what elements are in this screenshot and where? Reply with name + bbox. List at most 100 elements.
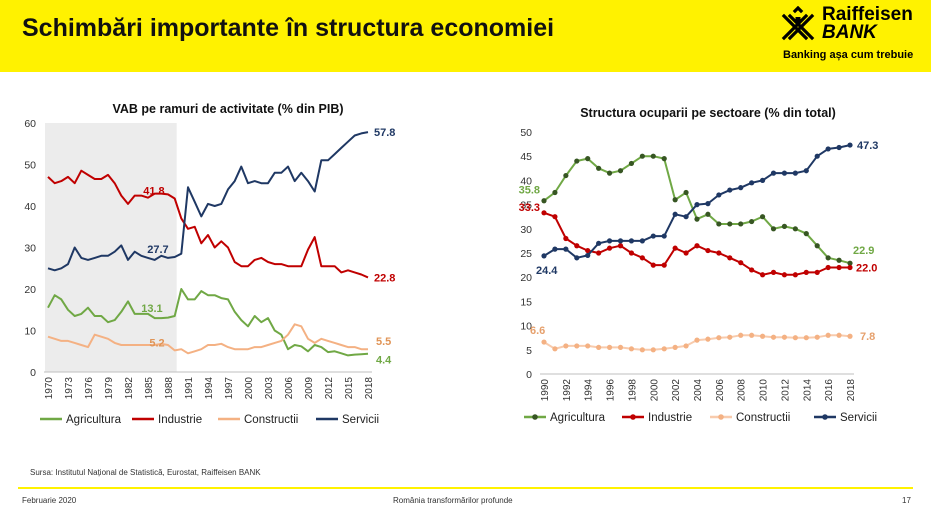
header-bar: Schimbări importante în structura econom… [0,0,931,72]
vab-x-tick-label: 1973 [64,377,75,400]
ocupare-constructii-point [639,347,645,353]
ocupare-constructii-point [738,332,744,338]
footer-date: Februarie 2020 [22,496,77,505]
svg-text:Agricultura: Agricultura [66,414,122,426]
raiffeisen-gable-cross-icon [780,6,816,42]
ocupare-y-tick-label: 10 [520,321,532,333]
ocupare-constructii-point [596,344,602,350]
page-title: Schimbări importante în structura econom… [22,14,555,42]
ocupare-agricultura-point [792,226,798,232]
ocupare-data-label: 24.4 [536,265,558,277]
ocupare-industrie-point [716,250,722,256]
ocupare-constructii-point [606,344,613,350]
ocupare-agricultura-point [770,226,777,232]
ocupare-x-tick-label: 2016 [824,379,835,402]
ocupare-servicii-point [672,211,678,217]
vab-series-constructii-line [47,323,368,355]
ocupare-servicii-point [847,142,853,148]
ocupare-agricultura-point [661,156,667,162]
ocupare-servicii-point [825,146,831,152]
vab-legend-servicii: Servicii [316,414,379,426]
ocupare-constructii-point [727,334,733,340]
ocupare-constructii-point [650,347,656,353]
ocupare-agricultura-point [694,216,700,222]
ocupare-industrie-point [661,262,667,268]
vab-x-tick-label: 1976 [84,377,95,400]
ocupare-data-label: 47.3 [857,140,878,152]
ocupare-legend-industrie: Industrie [622,412,692,424]
ocupare-agricultura-point [683,189,689,196]
vab-x-tick-label: 1994 [204,377,215,400]
ocupare-industrie-point [694,243,700,249]
ocupare-y-tick-label: 30 [520,224,532,236]
ocupare-servicii-point [759,177,766,183]
ocupare-agricultura-point [606,170,613,176]
ocupare-agricultura-point [628,160,635,167]
ocupare-servicii-point [738,185,744,191]
ocupare-servicii-point [836,144,842,151]
ocupare-industrie-point [727,255,733,261]
ocupare-x-tick-label: 2010 [759,379,770,402]
ocupare-servicii-point [770,170,777,176]
ocupare-y-tick-label: 35 [520,200,532,212]
ocupare-servicii-point [694,202,700,208]
ocupare-constructii-point [574,343,580,349]
ocupare-constructii-point [716,335,722,341]
ocupare-legend-servicii: Servicii [814,412,877,424]
vab-y-tick-label: 20 [24,284,36,296]
ocupare-industrie-point [738,260,744,266]
ocupare-data-label: 33.3 [519,202,540,214]
ocupare-x-tick-label: 2004 [693,379,704,402]
svg-text:Constructii: Constructii [244,414,298,426]
ocupare-data-label: 6.6 [530,325,545,337]
vab-data-label: 41.8 [143,186,164,198]
ocupare-x-tick-label: 1996 [606,379,617,402]
vab-legend-constructii: Constructii [218,414,298,426]
ocupare-agricultura-point [596,165,602,171]
ocupare-constructii-point [683,343,689,349]
ocupare-industrie-point [749,267,755,273]
ocupare-data-label: 22.0 [856,263,877,275]
ocupare-x-tick-label: 2018 [846,379,857,402]
ocupare-y-tick-label: 5 [526,345,532,357]
ocupare-x-tick-label: 2012 [780,379,791,402]
vab-x-tick-label: 1997 [224,377,235,400]
svg-text:Industrie: Industrie [648,412,692,424]
ocupare-industrie-point [847,264,853,271]
ocupare-x-tick-label: 1998 [627,379,638,402]
vab-title: VAB pe ramuri de activitate (% din PIB) [112,102,343,116]
raiffeisen-logo: Raiffeisen BANK Banking așa cum trebuie [780,4,926,68]
ocupare-agricultura-point [781,223,788,229]
ocupare-x-tick-label: 2002 [671,379,682,402]
ocupare-industrie-point [836,264,842,271]
vab-data-label: 27.7 [147,244,168,256]
ocupare-servicii-point [716,192,722,198]
ocupare-x-tick-label: 1994 [584,379,595,402]
ocupare-constructii-point [770,334,777,340]
ocupare-constructii-point [672,344,678,350]
ocupare-servicii-point [650,233,656,239]
ocupare-industrie-point [814,269,820,275]
footer-divider [18,487,913,489]
logo-line2: BANK [822,22,877,43]
ocupare-servicii-point [639,238,645,244]
ocupare-servicii-point [628,238,635,244]
ocupare-constructii-point [814,334,820,340]
vab-data-label: 13.1 [141,303,162,315]
ocupare-agricultura-point [552,189,558,196]
ocupare-constructii-point [792,335,798,341]
vab-data-label: 5.2 [149,337,164,349]
ocupare-agricultura-point [727,221,733,227]
ocupare-agricultura-point [650,153,656,159]
ocupare-series-servicii-line [543,144,851,259]
ocupare-constructii-point [552,346,558,352]
ocupare-agricultura-point [738,221,744,227]
vab-data-label: 22.8 [374,272,395,284]
vab-data-label: 57.8 [374,127,395,139]
vab-y-tick-label: 50 [24,160,36,172]
ocupare-agricultura-point [672,197,678,203]
vab-y-tick-label: 40 [24,201,36,213]
ocupare-agricultura-point [803,231,809,237]
vab-y-tick-label: 60 [24,118,36,130]
svg-text:Industrie: Industrie [158,414,202,426]
